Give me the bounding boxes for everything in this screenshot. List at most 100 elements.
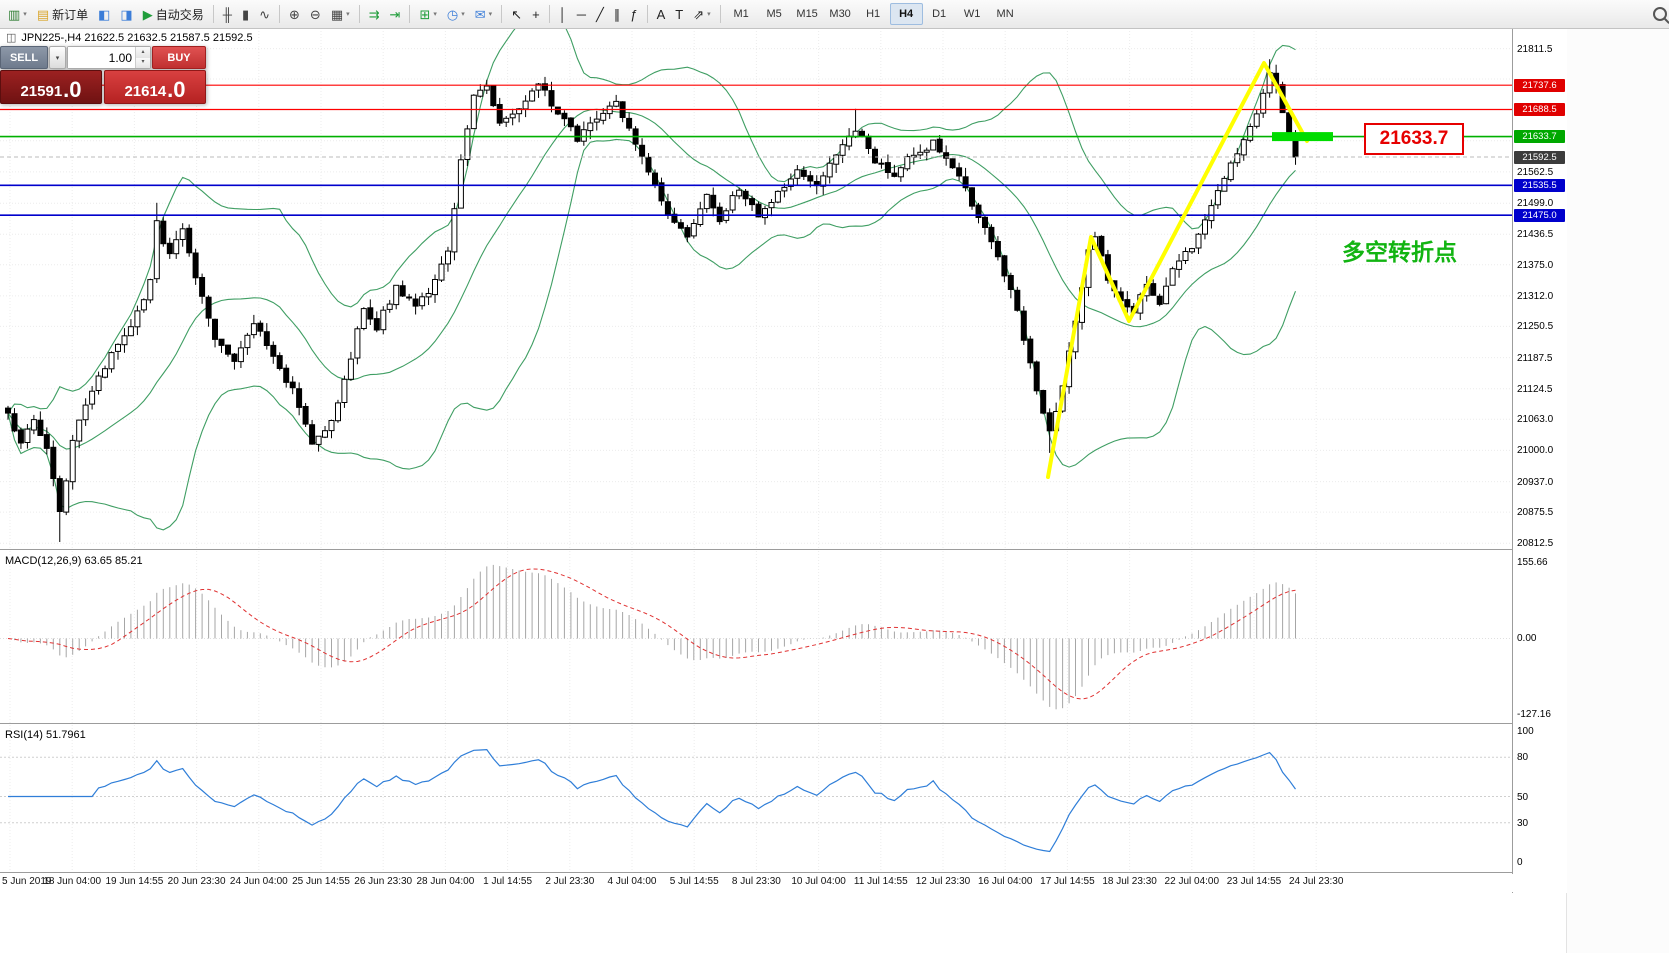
price-label: 21124.5 (1517, 383, 1553, 395)
tile-windows-button[interactable]: ▦ ▾ (326, 2, 355, 26)
bold-green-bar-annotation[interactable] (1272, 132, 1333, 142)
chart-shift-button[interactable]: ⇥ (385, 2, 406, 26)
indicators-add-button[interactable]: ⊞ ▾ (414, 2, 441, 26)
right-gutter (1566, 28, 1669, 953)
chart-candles-button[interactable]: ▮ (237, 2, 254, 26)
time-axis[interactable]: 5 Jun 2019 18 Jun 04:00 19 Jun 14:55 20 Jun… (0, 874, 1566, 892)
timeframe-mn-button[interactable]: MN (996, 8, 1014, 20)
buy-price-button[interactable]: 21614 .0 (104, 70, 206, 104)
rsi-scale-label: 80 (1517, 752, 1529, 764)
arrows-caret-icon: ▾ (707, 11, 711, 18)
toolbar-separator (212, 5, 214, 23)
timeframe-h4-button[interactable]: H4 (889, 3, 923, 25)
main-chart[interactable] (0, 28, 1512, 549)
price-label: 21375.0 (1517, 259, 1554, 271)
zigzag-annotation[interactable] (1046, 61, 1309, 479)
vertical-line-button[interactable]: │ (554, 2, 572, 26)
arrows-button[interactable]: ⇗ ▾ (688, 2, 715, 26)
order-type-dropdown[interactable]: ▾ (49, 46, 66, 69)
trendline-button[interactable]: ╱ (591, 2, 609, 26)
zoom-in-button[interactable]: ⊕ (284, 2, 305, 26)
charts-profile-button[interactable]: ◧ (93, 2, 115, 26)
chart-line-button[interactable]: ∿ (254, 2, 275, 26)
equidistant-channel-icon: ∥ (613, 6, 621, 22)
search-button[interactable] (1648, 2, 1669, 26)
timeframe-m15-button[interactable]: M15 (796, 8, 818, 20)
rsi-scale-label: 30 (1517, 817, 1529, 829)
macd-panel[interactable] (0, 551, 1512, 723)
volume-input[interactable] (68, 47, 135, 68)
time-label: 5 Jun 2019 (2, 876, 52, 887)
chart-bars-icon: ╫ (222, 6, 232, 22)
horizontal-line-icon: ─ (576, 6, 586, 22)
macd-scale-label: 155.66 (1517, 557, 1548, 568)
rsi-scale-label: 50 (1517, 791, 1529, 803)
toolbar-separator (548, 5, 550, 23)
toolbar: ▥ ▾ ▤ 新订单 ◧ ◨ ▶ 自动交易 ╫ ▮ ∿ ⊕ ⊖ ▦ ▾ ⇉ ⇥ ⊞ ▾ ◷ ▾ ✉ ▾ ↖ + │ ─ ╱ ∥ ƒ A T ⇗ ▾ M… (0, 0, 1669, 29)
timeframe-m1-button[interactable]: M1 (733, 8, 749, 20)
price-tag-21535_5: 21535.5 (1514, 178, 1565, 192)
auto-trading-button[interactable]: ▶ 自动交易 (138, 2, 209, 26)
time-label: 8 Jul 23:30 (731, 876, 781, 887)
timeframe-m30-button[interactable]: M30 (829, 8, 851, 20)
price-label: 21562.5 (1517, 166, 1554, 178)
zoom-out-button[interactable]: ⊖ (305, 2, 326, 26)
symbol-chart-icon: ◫ (6, 32, 17, 44)
timeframe-d1-button[interactable]: D1 (932, 8, 947, 20)
text-label-button[interactable]: T (670, 2, 688, 26)
volume-field: ▴ ▾ (67, 46, 151, 69)
sell-price-int: 21591 (20, 82, 63, 100)
price-tag-21688_5: 21688.5 (1514, 103, 1565, 116)
new-order-icon: ▤ (36, 6, 50, 22)
rsi-indicator-label: RSI(14) 51.7961 (5, 729, 86, 741)
sell-price-button[interactable]: 21591 .0 (0, 70, 102, 104)
timeframe-h1-button[interactable]: H1 (866, 8, 881, 20)
toolbar-separator (409, 5, 411, 23)
time-label: 1 Jul 14:55 (483, 876, 533, 887)
new-order-button[interactable]: ▤ 新订单 (32, 2, 93, 26)
tile-windows-icon: ▦ (330, 6, 344, 22)
price-callout-label[interactable]: 21633.7 (1364, 123, 1464, 155)
timeframe-m5-button[interactable]: M5 (766, 8, 782, 20)
time-label: 24 Jun 04:00 (229, 876, 288, 887)
toolbar-separator (279, 5, 281, 23)
rsi-panel[interactable] (0, 725, 1512, 872)
price-tag-21633_7: 21633.7 (1514, 130, 1565, 144)
sell-button[interactable]: SELL (0, 46, 48, 69)
horizontal-line-button[interactable]: ─ (572, 2, 591, 26)
time-label: 2 Jul 23:30 (545, 876, 595, 887)
text-button[interactable]: A (652, 2, 671, 26)
equidistant-channel-button[interactable]: ∥ (609, 2, 626, 26)
fibonacci-button[interactable]: ƒ (625, 2, 642, 26)
panel-separator[interactable] (0, 723, 1566, 724)
vertical-line-icon: │ (558, 6, 567, 22)
price-label: 20937.0 (1517, 476, 1554, 488)
price-label: 21250.5 (1517, 321, 1554, 333)
time-label: 24 Jul 23:30 (1288, 876, 1344, 887)
price-tag-21475_0: 21475.0 (1514, 208, 1565, 222)
chart-candles-icon: ▮ (241, 6, 250, 22)
crosshair-button[interactable]: + (527, 2, 545, 26)
cursor-button[interactable]: ↖ (506, 2, 527, 26)
templates-button[interactable]: ✉ ▾ (470, 2, 497, 26)
chart-bars-button[interactable]: ╫ (218, 2, 237, 26)
price-axis[interactable]: 21811.5 21562.5 21499.0 21436.5 21375.0 21312… (1512, 28, 1567, 893)
annotation-text[interactable]: 多空转折点 (1342, 239, 1457, 265)
panel-separator[interactable] (0, 549, 1566, 550)
data-window-button[interactable]: ◨ (115, 2, 137, 26)
periods-caret-icon: ▾ (461, 11, 465, 18)
auto-scroll-button[interactable]: ⇉ (364, 2, 385, 26)
buy-button[interactable]: BUY (152, 46, 206, 69)
new-chart-button[interactable]: ▥ ▾ (3, 2, 32, 26)
price-label: 21187.5 (1517, 352, 1553, 364)
rsi-scale-label: 0 (1517, 857, 1523, 868)
price-label: 20875.5 (1517, 507, 1554, 519)
timeframe-w1-button[interactable]: W1 (963, 8, 981, 20)
volume-up-button[interactable]: ▴ (136, 47, 150, 58)
periods-button[interactable]: ◷ ▾ (442, 2, 470, 26)
cursor-icon: ↖ (511, 6, 523, 22)
panel-separator (0, 872, 1566, 873)
volume-down-button[interactable]: ▾ (136, 57, 150, 68)
buy-price-dec: .0 (167, 77, 186, 103)
